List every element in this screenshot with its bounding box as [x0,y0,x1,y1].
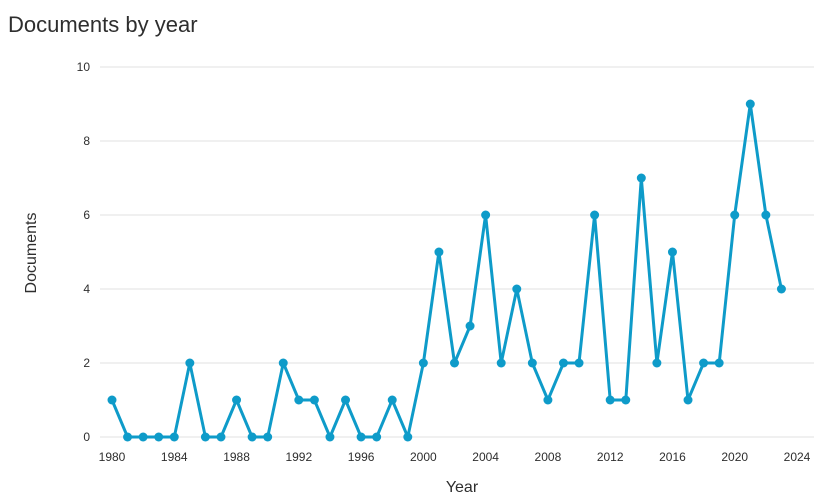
data-point[interactable] [263,432,273,442]
data-point[interactable] [309,395,319,405]
data-point[interactable] [185,358,195,368]
y-tick-label: 2 [83,356,90,370]
data-point[interactable] [590,210,600,220]
data-point[interactable] [247,432,257,442]
data-point[interactable] [776,284,786,294]
y-tick-labels: 0 2 4 6 8 10 [77,60,91,444]
data-point[interactable] [481,210,491,220]
data-point[interactable] [169,432,179,442]
data-point[interactable] [465,321,475,331]
data-point[interactable] [154,432,164,442]
x-tick-label: 2004 [472,450,499,464]
data-point[interactable] [621,395,631,405]
data-point[interactable] [574,358,584,368]
x-tick-label: 2008 [535,450,562,464]
x-tick-label: 2024 [784,450,811,464]
data-point[interactable] [636,173,646,183]
y-tick-label: 10 [77,60,91,74]
x-tick-label: 2012 [597,450,624,464]
x-tick-label: 1980 [99,450,126,464]
x-tick-label: 1996 [348,450,375,464]
x-tick-label: 2020 [721,450,748,464]
data-point[interactable] [714,358,724,368]
x-tick-label: 1984 [161,450,188,464]
data-point[interactable] [341,395,351,405]
y-tick-label: 4 [83,282,90,296]
chart-title: Documents by year [8,12,198,37]
x-axis-label: Year [446,479,479,493]
data-point[interactable] [216,432,226,442]
data-point[interactable] [496,358,506,368]
data-point[interactable] [527,358,537,368]
data-point[interactable] [107,395,117,405]
data-point[interactable] [372,432,382,442]
data-point[interactable] [512,284,522,294]
y-tick-label: 6 [83,208,90,222]
data-point[interactable] [667,247,677,257]
series-line [110,102,783,439]
data-point[interactable] [403,432,413,442]
x-tick-label: 1992 [285,450,312,464]
data-point[interactable] [294,395,304,405]
data-point[interactable] [123,432,133,442]
y-tick-label: 8 [83,134,90,148]
y-tick-label: 0 [83,430,90,444]
data-point[interactable] [683,395,693,405]
data-point[interactable] [200,432,210,442]
x-tick-labels: 1980 1984 1988 1992 1996 2000 2004 2008 2012 2016… [99,450,811,464]
data-point[interactable] [543,395,553,405]
data-points [107,99,786,442]
y-axis-label: Documents [23,213,40,294]
data-point[interactable] [138,432,148,442]
data-point[interactable] [325,432,335,442]
data-point[interactable] [387,395,397,405]
data-point[interactable] [558,358,568,368]
data-point[interactable] [450,358,459,368]
data-point[interactable] [434,247,444,257]
x-tick-label: 2016 [659,450,686,464]
x-tick-label: 1988 [223,450,250,464]
data-point[interactable] [652,358,662,368]
data-point[interactable] [745,99,755,109]
data-point[interactable] [278,358,288,368]
data-point[interactable] [761,210,771,220]
grid-lines [100,66,814,438]
data-point[interactable] [356,432,366,442]
x-tick-label: 2000 [410,450,437,464]
data-point[interactable] [605,395,615,405]
data-point[interactable] [232,395,242,405]
data-point[interactable] [699,358,709,368]
data-point[interactable] [418,358,428,368]
data-point[interactable] [730,210,740,220]
